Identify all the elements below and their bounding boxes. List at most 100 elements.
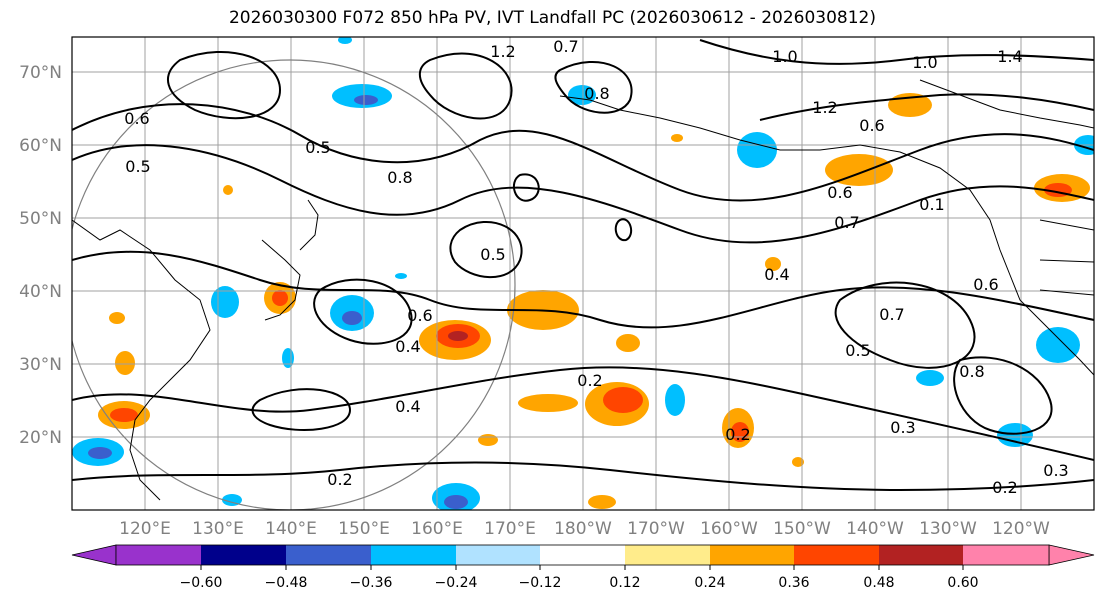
contour-label: 0.3 [890, 418, 915, 437]
map-frame [71, 36, 1095, 511]
colorbar-tick-label: −0.36 [350, 575, 393, 591]
contour-label: 0.5 [845, 341, 870, 360]
longitude-label: 130°W [919, 519, 977, 539]
neg-blob [916, 370, 944, 386]
neg-blob [1036, 327, 1080, 363]
latitude-label: 60°N [19, 136, 62, 156]
longitude-label: 180°W [554, 519, 612, 539]
contour-label: 0.7 [879, 305, 904, 324]
pos-blob-max [448, 331, 468, 341]
pos-blob [792, 457, 804, 467]
contour-label: 0.4 [395, 337, 420, 356]
pos-blob [671, 134, 683, 142]
colorbar-segment [371, 545, 456, 565]
pos-blob [478, 434, 498, 446]
neg-blob [222, 494, 242, 506]
colorbar-extend-min [71, 544, 117, 566]
contour-label: 0.2 [577, 371, 602, 390]
range-circle [72, 59, 516, 510]
colorbar-tick-label: 0.24 [694, 575, 725, 591]
colorbar-segment [963, 545, 1049, 565]
longitude-label: 150°W [773, 519, 831, 539]
neg-blob [282, 348, 294, 368]
contour-label: 0.7 [553, 37, 578, 56]
contour-label: 0.5 [480, 245, 505, 264]
pos-blob-core [272, 290, 288, 306]
longitude-label: 130°E [192, 519, 244, 539]
colorbar: −0.60 −0.48 −0.36 −0.24 −0.12 0.12 0.24 0.36 0.4… [71, 544, 1095, 591]
longitude-label: 160°E [411, 519, 463, 539]
contour-label: 0.2 [327, 470, 352, 489]
contour-label: 0.7 [834, 213, 859, 232]
contour-label: 0.5 [305, 138, 330, 157]
pos-blob [109, 312, 125, 324]
neg-blob [997, 423, 1033, 447]
longitude-label: 140°W [846, 519, 904, 539]
coastlines [72, 79, 1094, 501]
colorbar-tick-label: 0.48 [863, 575, 894, 591]
contour-label: 0.6 [827, 183, 852, 202]
latitude-label: 20°N [19, 428, 62, 448]
pos-blob-core [603, 387, 643, 413]
longitude-label: 170°E [484, 519, 536, 539]
neg-blob [665, 384, 685, 416]
pv-contours [72, 39, 1094, 492]
contour-label: 0.8 [584, 84, 609, 103]
colorbar-tick-label: −0.24 [435, 575, 478, 591]
contour-label: 0.2 [992, 478, 1017, 497]
colorbar-segment [540, 545, 625, 565]
colorbar-segment [286, 545, 371, 565]
longitude-label: 150°E [338, 519, 390, 539]
longitude-label: 120°E [119, 519, 171, 539]
contour-label: 0.6 [124, 109, 149, 128]
pos-blob [115, 351, 135, 375]
neg-blob-core [444, 495, 468, 509]
pos-blob [825, 154, 893, 186]
map-title: 2026030300 F072 850 hPa PV, IVT Landfall… [228, 8, 876, 28]
latitude-label: 50°N [19, 209, 62, 229]
pos-blob [518, 394, 578, 412]
contour-label: 0.1 [919, 195, 944, 214]
latitude-label: 70°N [19, 63, 62, 83]
neg-blob [338, 37, 352, 44]
neg-blob-core [354, 95, 378, 105]
pos-blob [765, 257, 781, 271]
colorbar-tick-label: −0.60 [180, 575, 223, 591]
pos-blob-core [110, 408, 138, 422]
colorbar-tick-label: −0.12 [519, 575, 562, 591]
colorbar-segment [794, 545, 879, 565]
longitude-label: 160°W [700, 519, 758, 539]
contour-label: 0.6 [973, 275, 998, 294]
colorbar-tick-label: 0.36 [778, 575, 809, 591]
graticule [72, 37, 1094, 510]
contour-label: 0.2 [725, 425, 750, 444]
contour-label: 1.2 [812, 98, 837, 117]
contour-label: 0.6 [859, 116, 884, 135]
colorbar-extend-max [1048, 544, 1095, 566]
colorbar-segment [116, 545, 201, 565]
contour-label: 0.4 [395, 397, 420, 416]
colorbar-segment [201, 545, 286, 565]
colorbar-tick-label: 0.60 [947, 575, 978, 591]
contour-labels: 1.2 1.0 1.0 1.4 0.7 0.6 0.8 1.2 0.6 0.5 0.8 0.6 0.5 0… [124, 37, 1068, 497]
contour-label: 0.4 [764, 265, 789, 284]
latitude-label: 30°N [19, 355, 62, 375]
contour-label: 1.0 [772, 47, 797, 66]
pos-blob [223, 185, 233, 195]
colorbar-segment [879, 545, 963, 565]
contour-label: 0.3 [1043, 461, 1068, 480]
neg-blob [395, 273, 407, 279]
latitude-labels: 70°N 60°N 50°N 40°N 30°N 20°N [19, 63, 62, 448]
neg-blob-core [342, 311, 362, 325]
contour-label: 1.2 [490, 42, 515, 61]
colorbar-outline [115, 544, 1050, 566]
colorbar-tick-label: 0.12 [609, 575, 640, 591]
pos-blob [616, 334, 640, 352]
contour-label: 0.5 [125, 157, 150, 176]
contour-label: 0.6 [407, 306, 432, 325]
latitude-label: 40°N [19, 282, 62, 302]
contour-label: 1.4 [997, 47, 1022, 66]
longitude-labels: 120°E 130°E 140°E 150°E 160°E 170°E 180°W 170°W… [119, 519, 1050, 539]
longitude-label: 120°W [992, 519, 1050, 539]
